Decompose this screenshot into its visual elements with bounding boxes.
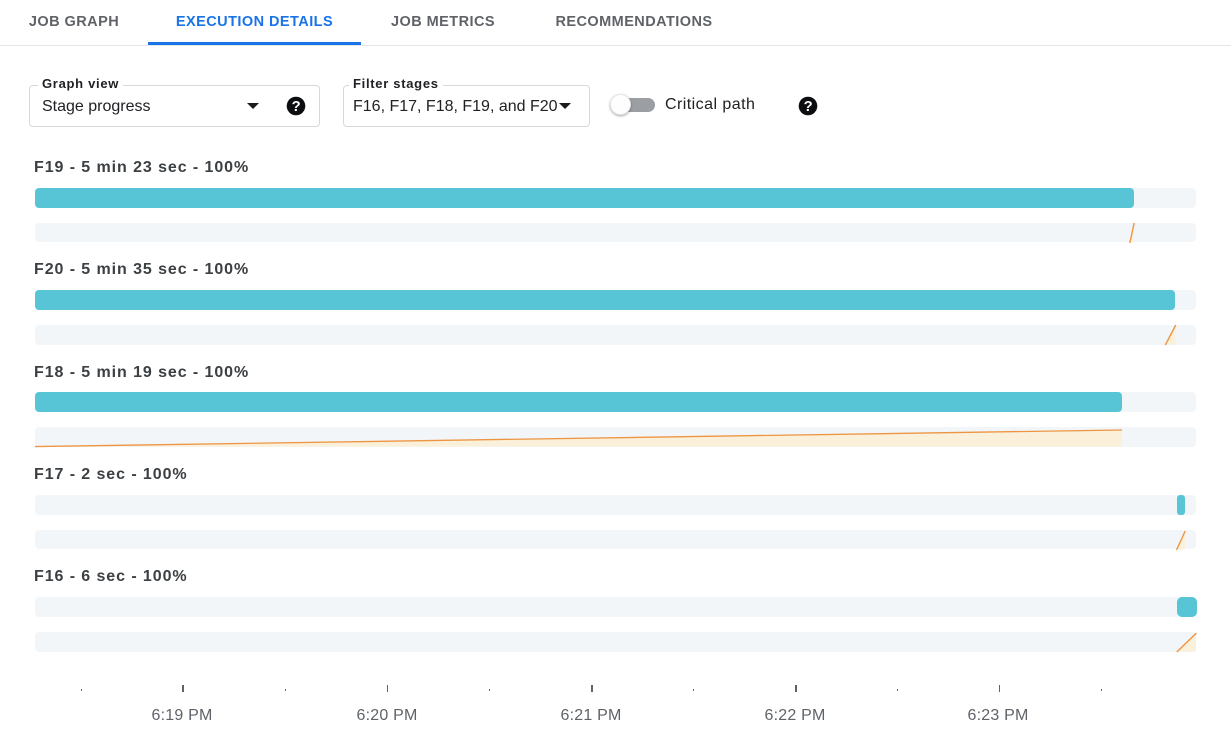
svg-text:?: ? [803,99,812,115]
svg-text:?: ? [292,99,301,115]
